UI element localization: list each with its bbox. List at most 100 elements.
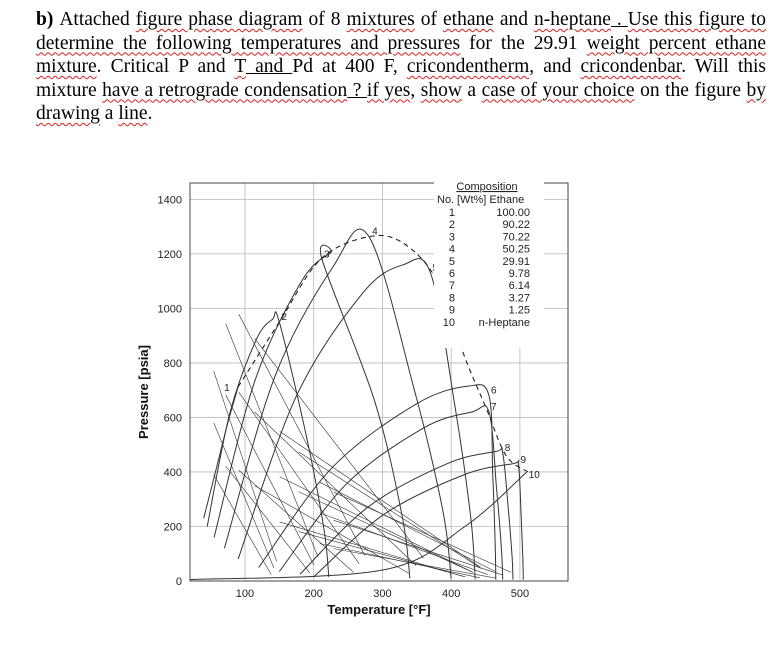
- legend-row-number: 7: [449, 280, 455, 292]
- quality-line: [298, 531, 466, 578]
- question-segment: figure phase diagram: [135, 9, 303, 30]
- question-segment: line: [118, 103, 148, 124]
- curve-label-3: 3: [324, 249, 330, 260]
- curve-label-9: 9: [521, 455, 527, 466]
- y-tick-label: 0: [176, 576, 182, 588]
- legend-row-number: 10: [443, 317, 455, 329]
- phase-envelope-3: [213, 244, 411, 579]
- phase-envelope-9: [313, 459, 524, 580]
- question-segment: mixtures: [346, 9, 415, 30]
- quality-line: [225, 465, 311, 574]
- quality-line: [213, 371, 277, 562]
- legend-row-number: 4: [449, 244, 455, 256]
- x-tick-labels: 100 200 300 400 500: [236, 588, 529, 600]
- legend-row-number: 5: [449, 256, 455, 268]
- question-segment: , and: [529, 56, 581, 77]
- legend-box: [434, 176, 544, 348]
- question-segment: for the 29.91: [460, 32, 587, 54]
- quality-line: [279, 521, 464, 577]
- question-segment: of 8: [302, 9, 347, 30]
- question-segment: T: [234, 56, 246, 77]
- quality-line: [213, 474, 272, 575]
- chart-frame: [189, 182, 569, 582]
- y-tick-label: 1200: [158, 249, 182, 261]
- legend-row-number: 6: [449, 268, 455, 280]
- question-segment: weight percent ethane mixture: [36, 32, 767, 78]
- x-tick-label: 200: [305, 588, 323, 600]
- legend-header-no: No.: [437, 194, 454, 206]
- x-axis-label: Temperature [°F]: [327, 602, 430, 617]
- y-tick-label: 1000: [158, 303, 182, 315]
- legend-row-composition: 100.00: [496, 207, 530, 219]
- quality-line: [333, 520, 504, 576]
- legend-row-composition: 3.27: [509, 292, 530, 304]
- legend-row-composition: 90.22: [502, 219, 530, 231]
- question-segment: .: [610, 9, 628, 30]
- legend-row-number: 3: [449, 231, 455, 243]
- x-tick-label: 400: [442, 588, 460, 600]
- plot-border: [189, 182, 569, 582]
- legend-row-composition: 6.14: [509, 280, 530, 292]
- curve-label-10: 10: [529, 470, 541, 481]
- curve-label-6: 6: [491, 386, 497, 397]
- question-segment: if yes: [366, 79, 411, 101]
- question-segment: cricondenbar: [580, 56, 682, 77]
- legend-row-composition: 9.78: [509, 268, 530, 280]
- question-segment: and: [493, 9, 535, 30]
- quality-line: [238, 314, 365, 556]
- question-segment: case of your choice: [481, 79, 635, 101]
- question-segment: by drawing: [36, 79, 767, 125]
- quality-line: [225, 323, 319, 557]
- x-tick-label: 500: [511, 588, 529, 600]
- y-tick-label: 200: [164, 521, 182, 533]
- legend-row-number: 8: [449, 292, 455, 304]
- question-segment: .: [147, 103, 153, 124]
- quality-line: [298, 491, 474, 573]
- legend-row-composition: 50.25: [502, 244, 530, 256]
- y-tick-label: 400: [164, 467, 182, 479]
- legend-row-number: 2: [449, 219, 455, 231]
- phase-envelope-7: [278, 405, 504, 580]
- quality-line: [254, 411, 417, 566]
- question-segment: Attached: [59, 9, 136, 30]
- critical-locus-line: [237, 234, 529, 473]
- y-tick-label: 1400: [158, 194, 182, 206]
- question-segment: and: [245, 56, 293, 77]
- quality-line: [319, 512, 488, 575]
- curve-label-1: 1: [224, 383, 230, 394]
- question-label: b): [36, 9, 54, 30]
- legend-title: Composition: [456, 181, 517, 193]
- legend-header-composition: [Wt%] Ethane: [457, 194, 524, 206]
- question-segment: a: [99, 103, 119, 124]
- quality-line: [319, 481, 496, 572]
- y-tick-labels: 0 200 400 600 800 1000 1200 1400: [158, 194, 182, 588]
- question-text: b) Attached figure phase diagram of 8 mix…: [36, 8, 766, 126]
- question-segment: n-heptane: [534, 9, 611, 30]
- quality-line: [213, 422, 275, 569]
- composition-legend: Composition No. [Wt%] Ethane 1 100.00 2 90.…: [434, 176, 544, 348]
- quality-line: [279, 431, 481, 568]
- question-segment: of: [414, 9, 444, 30]
- quality-line: [333, 491, 511, 573]
- question-segment: have a retrograde condensation: [102, 79, 348, 101]
- y-tick-label: 800: [164, 358, 182, 370]
- legend-rows: 1 100.00 2 90.22 3 70.22 4 50.25 5 29.91 6 9.78 7 6.1…: [443, 207, 530, 329]
- quality-line: [238, 392, 360, 564]
- legend-row-composition: 29.91: [502, 256, 530, 268]
- y-axis-label: Pressure [psia]: [136, 345, 151, 439]
- critical-locus: [237, 234, 529, 473]
- legend-row-composition: n-Heptane: [479, 317, 530, 329]
- legend-row-composition: 1.25: [509, 305, 530, 317]
- question-segment: cricondentherm: [406, 56, 530, 77]
- question-body: Attached figure phase diagram of 8 mixtu…: [36, 9, 766, 124]
- legend-row-composition: 70.22: [502, 231, 530, 243]
- quality-line: [225, 394, 315, 566]
- question-segment: . Will this mixture: [36, 56, 767, 101]
- question-segment: on the figure: [634, 79, 747, 101]
- curve-label-2: 2: [281, 312, 287, 323]
- vapor-pressure-curve-10: [189, 471, 528, 581]
- phase-envelope-4: [223, 228, 452, 579]
- question-segment: . Critical P and: [96, 56, 235, 77]
- question-segment: ,: [410, 79, 421, 101]
- legend-row-number: 1: [449, 207, 455, 219]
